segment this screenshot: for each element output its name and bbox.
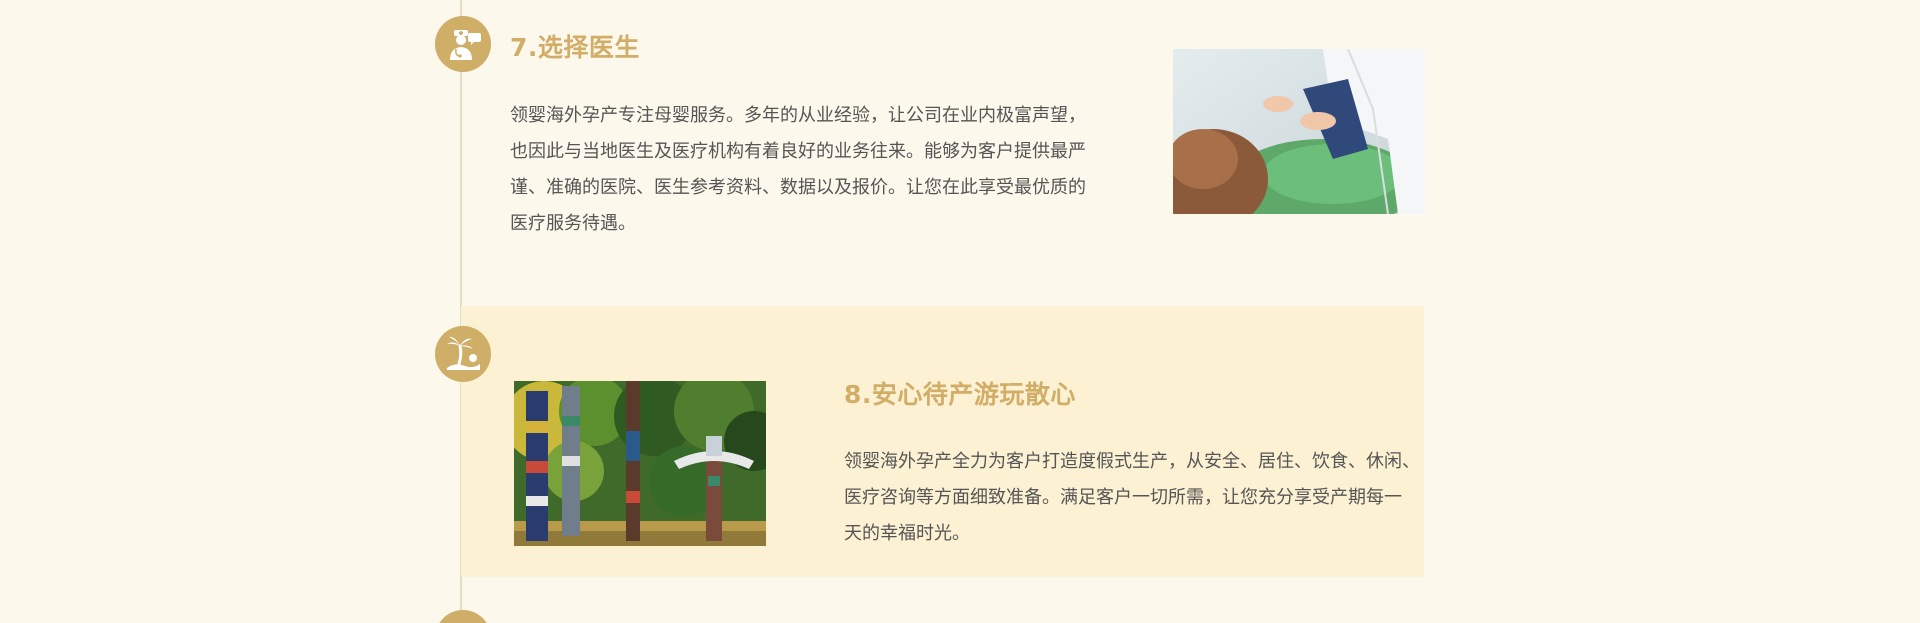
step-7-line: 医疗服务待遇。 [510, 213, 636, 234]
step-7-line: 谨、准确的医院、医生参考资料、数据以及报价。让您在此享受最优质的 [510, 177, 1086, 198]
totem-pole-photo [514, 381, 766, 546]
step-7-title: 7.选择医生 [510, 33, 640, 62]
doctor-icon [435, 16, 491, 72]
step-7-description: 领婴海外孕产专注母婴服务。多年的从业经验，让公司在业内极富声望， 也因此与当地医… [510, 98, 1110, 242]
step-8-line: 领婴海外孕产全力为客户打造度假式生产，从安全、居住、饮食、休闲、 [844, 451, 1420, 472]
step-8-line: 天的幸福时光。 [844, 523, 970, 544]
next-step-icon [435, 610, 491, 623]
palm-tree-icon [435, 326, 491, 382]
step-8-line: 医疗咨询等方面细致准备。满足客户一切所需，让您充分享受产期每一 [844, 487, 1402, 508]
doctor-examination-photo [1173, 49, 1425, 214]
step-8-title: 8.安心待产游玩散心 [844, 380, 1076, 409]
step-7-line: 也因此与当地医生及医疗机构有着良好的业务往来。能够为客户提供最严 [510, 141, 1086, 162]
step-8-description: 领婴海外孕产全力为客户打造度假式生产，从安全、居住、饮食、休闲、 医疗咨询等方面… [844, 444, 1424, 552]
step-7-line: 领婴海外孕产专注母婴服务。多年的从业经验，让公司在业内极富声望， [510, 105, 1086, 126]
